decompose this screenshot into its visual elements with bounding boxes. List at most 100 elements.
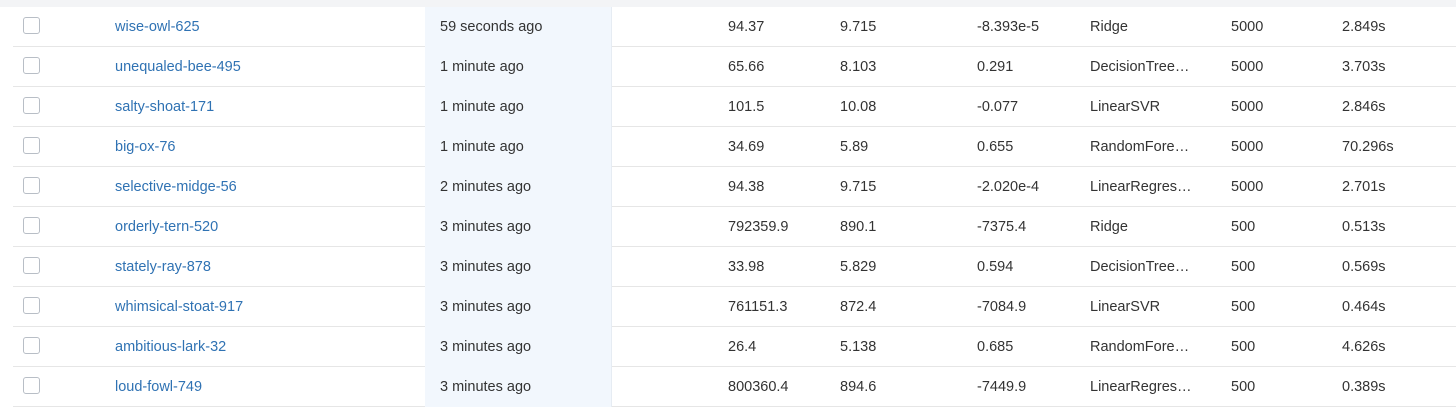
model-cell: Ridge [1090, 19, 1128, 35]
created-cell: 1 minute ago [425, 87, 612, 127]
created-cell: 3 minutes ago [425, 207, 612, 247]
param-cell: 500 [1231, 299, 1256, 315]
table-row: salty-shoat-171 1 minute ago 101.5 10.08 -0.… [13, 87, 1456, 127]
run-name-cell: stately-ray-878 [115, 247, 415, 287]
metric-1-cell: 800360.4 [728, 379, 789, 395]
run-name-link[interactable]: wise-owl-625 [115, 19, 200, 35]
metric-2-cell: 872.4 [840, 299, 877, 315]
created-cell: 2 minutes ago [425, 167, 612, 207]
row-select-checkbox[interactable] [23, 137, 40, 154]
table-row: loud-fowl-749 3 minutes ago 800360.4 894.6 -… [13, 367, 1456, 407]
duration-cell: 0.389s [1342, 379, 1386, 395]
param-cell: 500 [1231, 379, 1256, 395]
metric-2-cell: 5.89 [840, 139, 869, 155]
model-cell: LinearRegres… [1090, 379, 1192, 395]
duration-cell: 0.513s [1342, 219, 1386, 235]
model-cell: RandomFore… [1090, 139, 1190, 155]
run-name-link[interactable]: ambitious-lark-32 [115, 339, 227, 355]
metric-1-cell: 94.38 [728, 179, 765, 195]
run-name-cell: whimsical-stoat-917 [115, 287, 415, 327]
duration-cell: 2.701s [1342, 179, 1386, 195]
created-cell: 3 minutes ago [425, 287, 612, 327]
param-cell: 5000 [1231, 19, 1264, 35]
param-cell: 5000 [1231, 139, 1264, 155]
metric-3-cell: -8.393e-5 [977, 19, 1040, 35]
table-row: whimsical-stoat-917 3 minutes ago 761151.3… [13, 287, 1456, 327]
duration-cell: 4.626s [1342, 339, 1386, 355]
run-name-link[interactable]: salty-shoat-171 [115, 99, 215, 115]
duration-cell: 70.296s [1342, 139, 1394, 155]
run-name-cell: wise-owl-625 [115, 7, 415, 47]
row-select-checkbox[interactable] [23, 217, 40, 234]
row-select-checkbox[interactable] [23, 377, 40, 394]
model-cell: LinearRegres… [1090, 179, 1192, 195]
run-name-link[interactable]: big-ox-76 [115, 139, 176, 155]
metric-1-cell: 34.69 [728, 139, 765, 155]
runs-table: wise-owl-625 59 seconds ago 94.37 9.715 -8.3… [13, 7, 1456, 407]
duration-cell: 2.849s [1342, 19, 1386, 35]
metric-3-cell: 0.655 [977, 139, 1014, 155]
run-name-link[interactable]: stately-ray-878 [115, 259, 211, 275]
run-name-cell: loud-fowl-749 [115, 367, 415, 407]
model-cell: DecisionTree… [1090, 59, 1190, 75]
row-select-checkbox[interactable] [23, 57, 40, 74]
table-row: unequaled-bee-495 1 minute ago 65.66 8.103 0… [13, 47, 1456, 87]
row-select-checkbox[interactable] [23, 17, 40, 34]
metric-3-cell: -7084.9 [977, 299, 1027, 315]
created-cell: 59 seconds ago [425, 7, 612, 47]
row-select-checkbox[interactable] [23, 177, 40, 194]
table-row: selective-midge-56 2 minutes ago 94.38 9.71… [13, 167, 1456, 207]
metric-2-cell: 10.08 [840, 99, 877, 115]
duration-cell: 0.464s [1342, 299, 1386, 315]
table-row: ambitious-lark-32 3 minutes ago 26.4 5.138 0… [13, 327, 1456, 367]
metric-2-cell: 890.1 [840, 219, 877, 235]
created-cell: 3 minutes ago [425, 327, 612, 367]
run-name-link[interactable]: loud-fowl-749 [115, 379, 203, 395]
metric-3-cell: 0.685 [977, 339, 1014, 355]
param-cell: 500 [1231, 259, 1256, 275]
model-cell: RandomFore… [1090, 339, 1190, 355]
run-name-link[interactable]: orderly-tern-520 [115, 219, 219, 235]
param-cell: 5000 [1231, 59, 1264, 75]
run-name-link[interactable]: unequaled-bee-495 [115, 59, 241, 75]
metric-1-cell: 26.4 [728, 339, 757, 355]
row-select-checkbox[interactable] [23, 297, 40, 314]
row-select-checkbox[interactable] [23, 337, 40, 354]
metric-2-cell: 9.715 [840, 179, 877, 195]
created-cell: 3 minutes ago [425, 367, 612, 407]
metric-1-cell: 94.37 [728, 19, 765, 35]
metric-3-cell: 0.291 [977, 59, 1014, 75]
run-name-cell: orderly-tern-520 [115, 207, 415, 247]
metric-1-cell: 101.5 [728, 99, 765, 115]
metric-3-cell: -7449.9 [977, 379, 1027, 395]
table-row: big-ox-76 1 minute ago 34.69 5.89 0.655 Rando… [13, 127, 1456, 167]
model-cell: DecisionTree… [1090, 259, 1190, 275]
model-cell: LinearSVR [1090, 99, 1161, 115]
metric-1-cell: 792359.9 [728, 219, 789, 235]
param-cell: 500 [1231, 219, 1256, 235]
metric-3-cell: -0.077 [977, 99, 1019, 115]
metric-1-cell: 761151.3 [728, 299, 788, 315]
run-name-link[interactable]: selective-midge-56 [115, 179, 237, 195]
metric-3-cell: 0.594 [977, 259, 1014, 275]
metric-2-cell: 5.829 [840, 259, 877, 275]
row-select-checkbox[interactable] [23, 257, 40, 274]
run-name-cell: big-ox-76 [115, 127, 415, 167]
run-name-link[interactable]: whimsical-stoat-917 [115, 299, 244, 315]
table-header-edge [0, 0, 1456, 7]
created-cell: 1 minute ago [425, 47, 612, 87]
duration-cell: 3.703s [1342, 59, 1386, 75]
table-row: stately-ray-878 3 minutes ago 33.98 5.829 0.… [13, 247, 1456, 287]
table-row: wise-owl-625 59 seconds ago 94.37 9.715 -8.3… [13, 7, 1456, 47]
table-row: orderly-tern-520 3 minutes ago 792359.9 890… [13, 207, 1456, 247]
metric-3-cell: -7375.4 [977, 219, 1027, 235]
model-cell: Ridge [1090, 219, 1128, 235]
metric-1-cell: 65.66 [728, 59, 765, 75]
param-cell: 5000 [1231, 179, 1264, 195]
model-cell: LinearSVR [1090, 299, 1161, 315]
metric-2-cell: 8.103 [840, 59, 877, 75]
run-name-cell: unequaled-bee-495 [115, 47, 415, 87]
metric-2-cell: 9.715 [840, 19, 877, 35]
row-select-checkbox[interactable] [23, 97, 40, 114]
run-name-cell: ambitious-lark-32 [115, 327, 415, 367]
